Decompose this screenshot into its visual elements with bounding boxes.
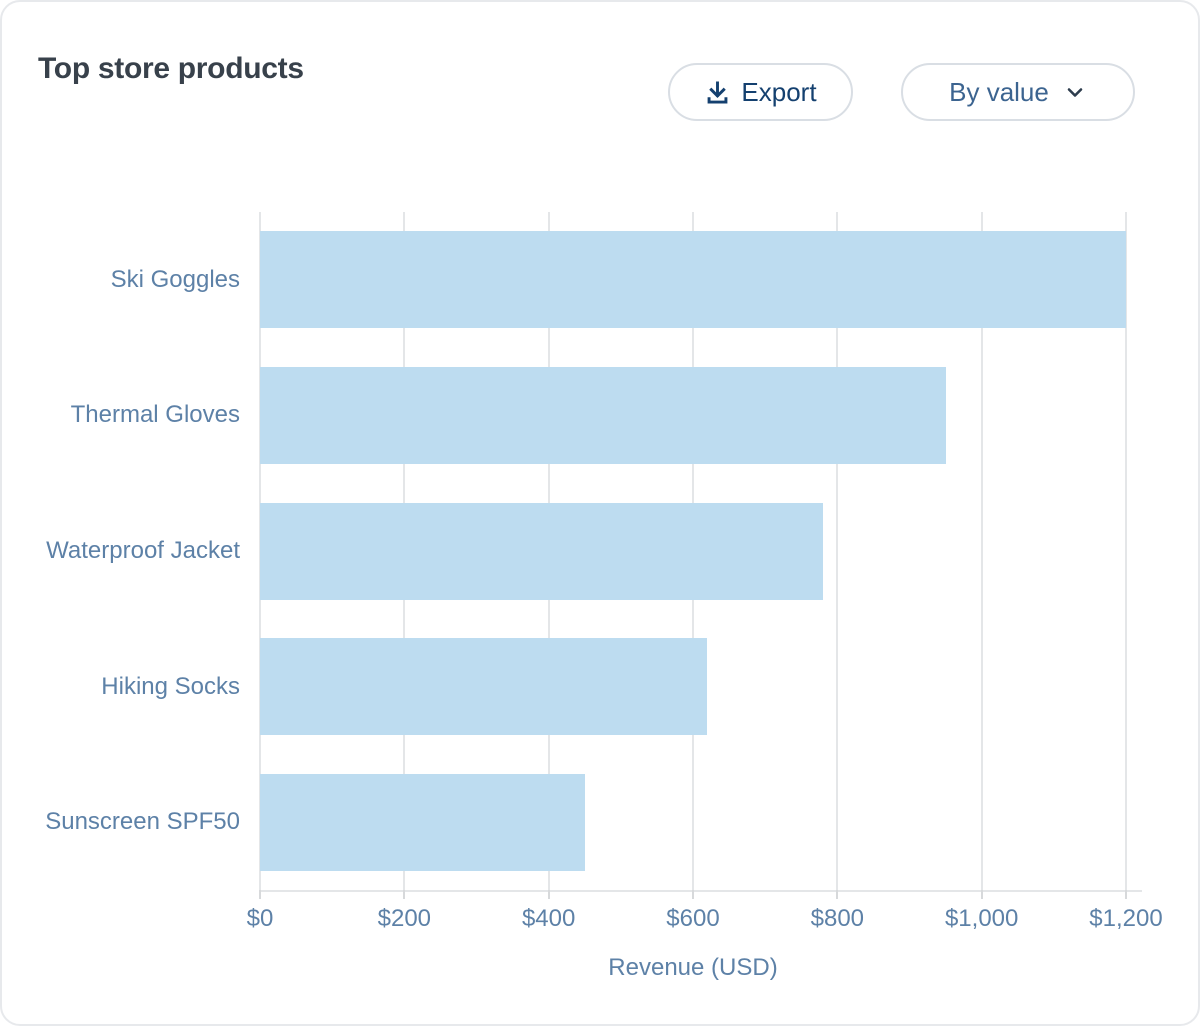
category-axis: Ski Goggles Thermal Gloves Waterproof Jack… xyxy=(2,212,240,890)
gridline xyxy=(836,212,839,890)
sort-dropdown-label: By value xyxy=(949,76,1049,107)
chevron-down-icon xyxy=(1063,80,1087,104)
category-label: Ski Goggles xyxy=(110,265,240,293)
x-tick-mark xyxy=(547,890,550,899)
category-label: Sunscreen SPF50 xyxy=(45,808,240,836)
x-tick-label: $400 xyxy=(521,905,576,932)
x-tick-label: $0 xyxy=(246,905,274,932)
x-axis-line xyxy=(260,890,1142,892)
bar-waterproof-jacket xyxy=(260,502,823,600)
x-tick-mark xyxy=(403,890,406,899)
x-tick-mark xyxy=(692,890,694,899)
plot-area xyxy=(259,212,1142,890)
gridline xyxy=(1125,212,1127,890)
bar-sunscreen-spf50 xyxy=(260,773,585,871)
export-button[interactable]: Export xyxy=(668,63,853,121)
category-label: Waterproof Jacket xyxy=(46,536,240,564)
x-tick-label: $800 xyxy=(810,905,865,932)
bar-ski-goggles xyxy=(260,231,1126,329)
x-tick-label: $600 xyxy=(666,905,720,932)
download-icon xyxy=(704,79,731,106)
sort-dropdown[interactable]: By value xyxy=(901,63,1135,121)
x-tick-label: $1,200 xyxy=(1089,905,1163,932)
category-label: Thermal Gloves xyxy=(70,401,240,429)
x-tick-mark xyxy=(1125,890,1127,899)
gridline xyxy=(980,212,983,890)
x-tick-mark xyxy=(980,890,983,899)
x-tick-label: $1,000 xyxy=(944,905,1019,932)
category-label: Hiking Socks xyxy=(101,672,240,700)
export-button-label: Export xyxy=(741,76,817,107)
x-tick-mark xyxy=(259,890,261,899)
bar-thermal-gloves xyxy=(260,366,946,464)
x-tick-mark xyxy=(836,890,839,899)
x-tick-label: $200 xyxy=(377,905,432,932)
x-axis-title: Revenue (USD) xyxy=(608,954,778,981)
page-title: Top store products xyxy=(38,52,304,85)
bar-hiking-socks xyxy=(260,638,708,736)
